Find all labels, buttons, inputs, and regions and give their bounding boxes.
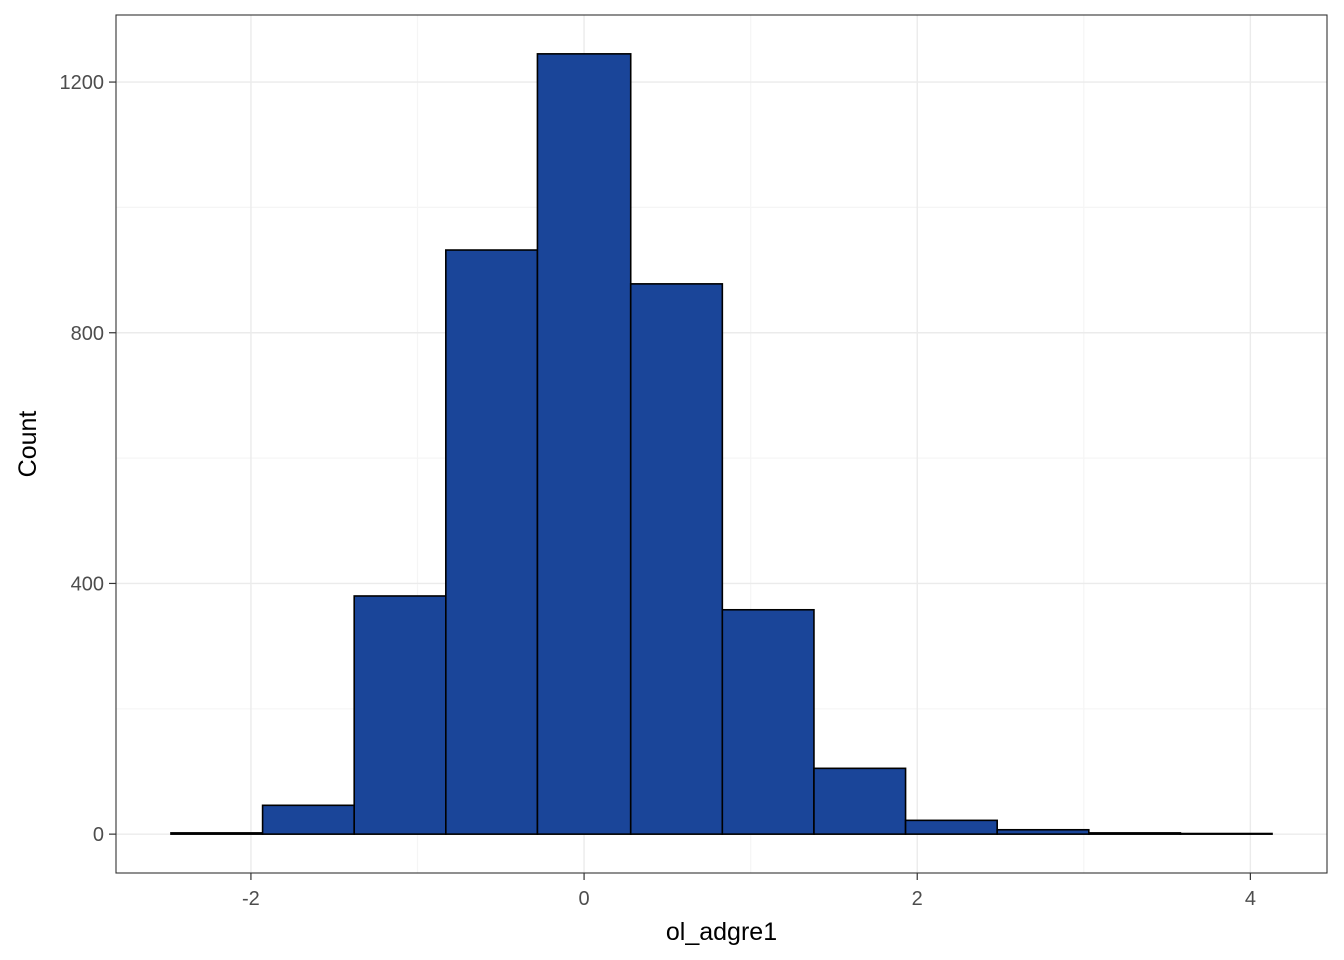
histogram-bar [1087, 832, 1182, 835]
panel-border [115, 14, 1328, 874]
y-axis-title: Count [14, 411, 42, 478]
histogram-bars [170, 53, 1273, 835]
histogram-bar [904, 819, 998, 835]
x-axis-title: ol_adgre1 [666, 918, 777, 946]
histogram-bar [813, 767, 907, 835]
x-tick-label: 4 [1245, 888, 1256, 910]
x-axis: -2 0 2 4 [242, 873, 1256, 910]
y-tick-label: 0 [93, 824, 104, 846]
histogram-bar [353, 595, 447, 835]
histogram-bar [536, 53, 632, 835]
histogram-bar [170, 832, 264, 835]
histogram-bar [261, 804, 356, 835]
y-tick-label: 1200 [60, 72, 105, 94]
histogram-bar [629, 283, 724, 835]
y-axis: 0 400 800 1200 [60, 72, 116, 846]
y-tick-label: 400 [71, 573, 104, 595]
x-tick-label: 0 [579, 888, 590, 910]
histogram-bar [996, 828, 1090, 835]
y-tick-label: 800 [71, 323, 104, 345]
x-tick-label: 2 [912, 888, 923, 910]
x-tick-label: -2 [242, 888, 260, 910]
histogram-bar [721, 608, 815, 835]
histogram-bar [445, 249, 539, 835]
histogram-bar [1179, 832, 1273, 835]
